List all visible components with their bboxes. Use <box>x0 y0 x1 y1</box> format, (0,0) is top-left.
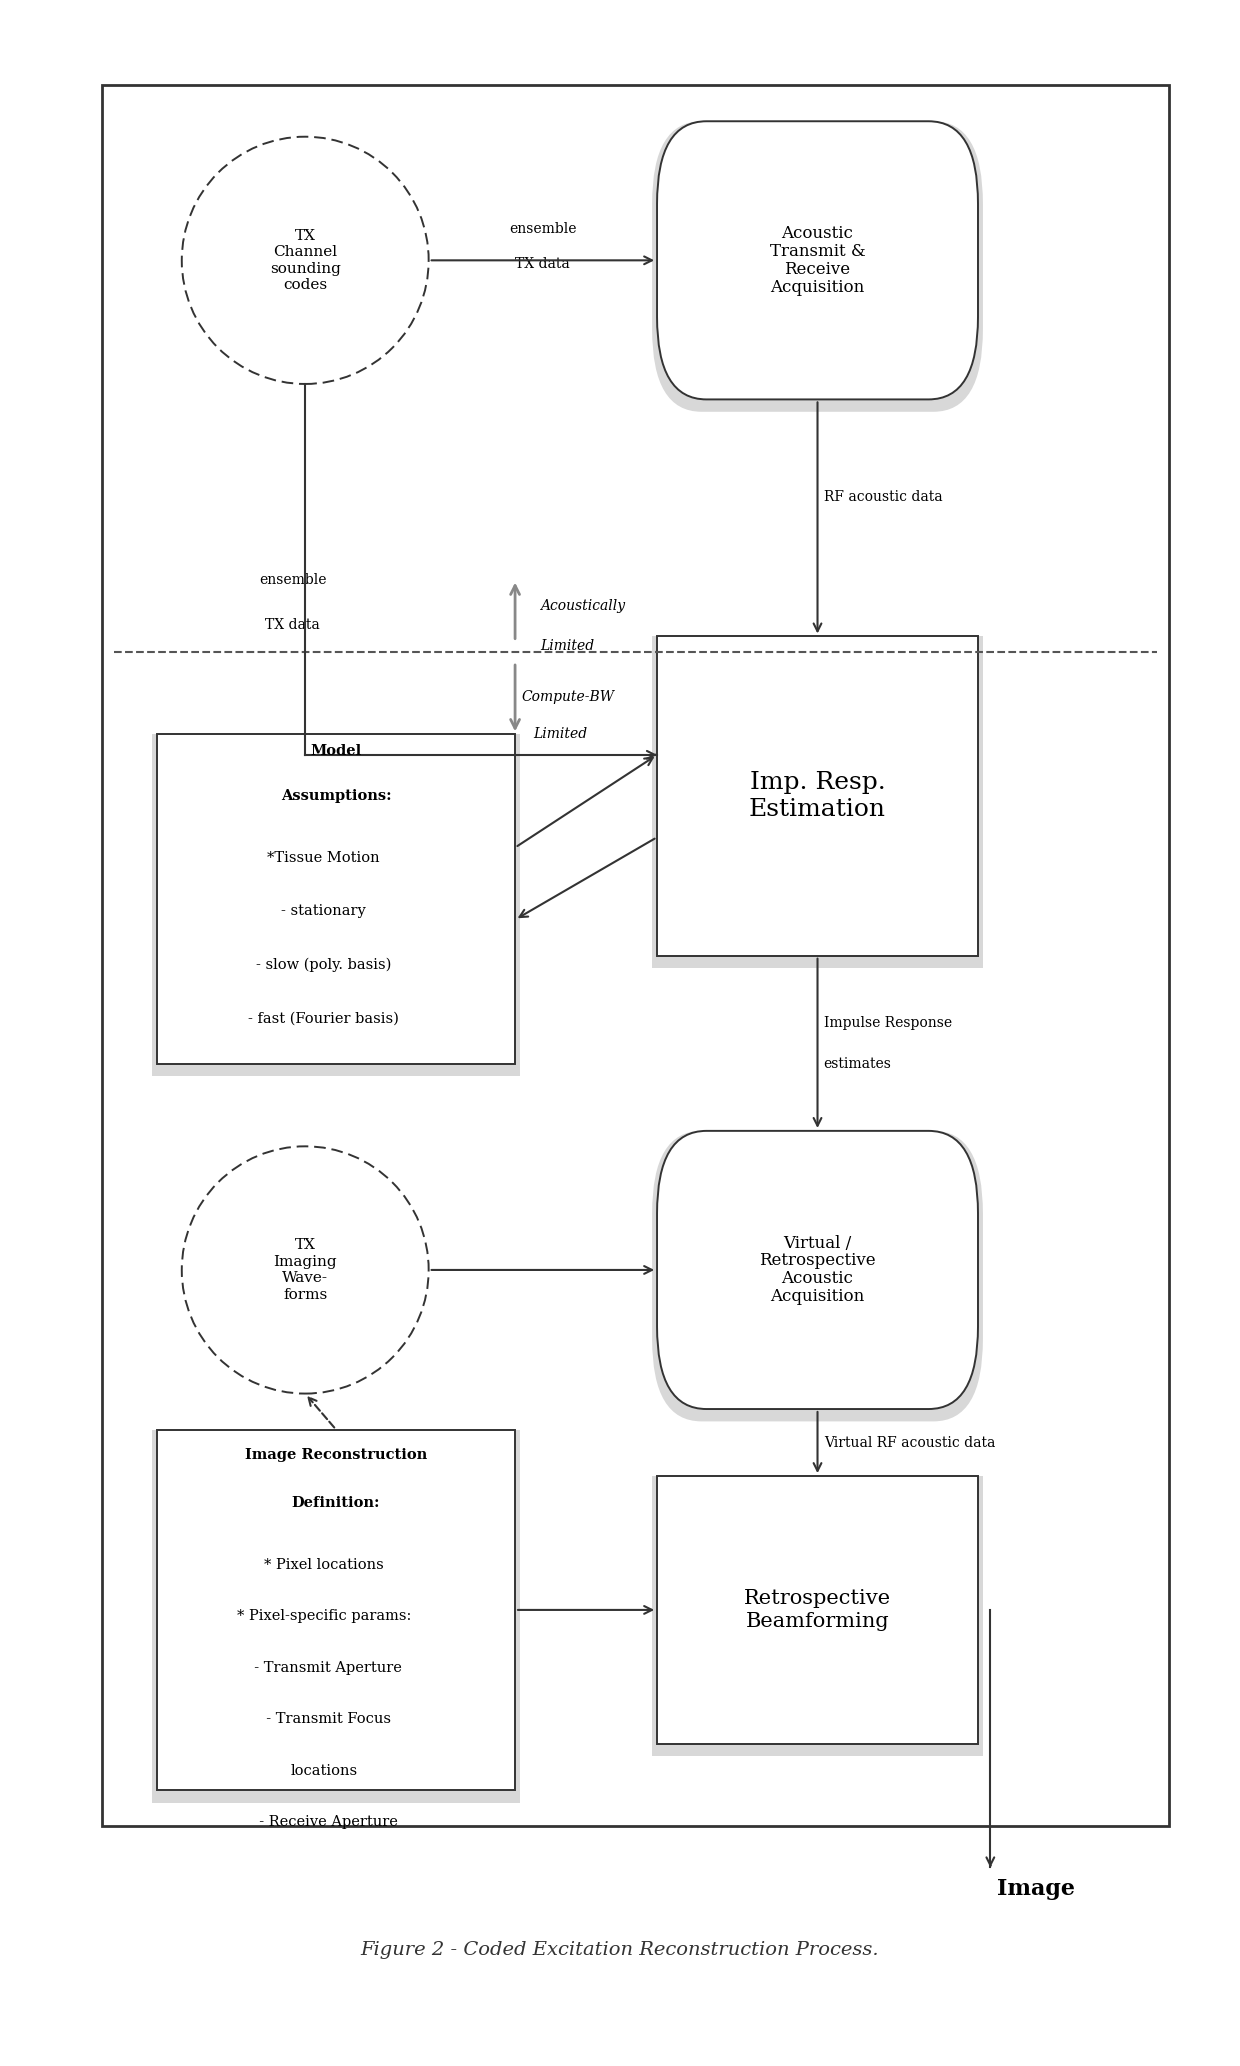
Text: *Tissue Motion: *Tissue Motion <box>268 851 379 866</box>
Text: - stationary: - stationary <box>281 905 366 919</box>
Text: locations: locations <box>290 1764 357 1777</box>
Text: Virtual /: Virtual / <box>784 1235 852 1252</box>
FancyBboxPatch shape <box>652 1130 983 1421</box>
Ellipse shape <box>182 136 429 384</box>
Text: TX: TX <box>295 229 316 242</box>
Text: - Transmit Aperture: - Transmit Aperture <box>246 1661 402 1676</box>
Text: Image Reconstruction: Image Reconstruction <box>246 1448 428 1463</box>
Text: Acquisition: Acquisition <box>770 1289 864 1306</box>
FancyBboxPatch shape <box>102 85 1169 1826</box>
Text: Acoustic: Acoustic <box>781 225 853 242</box>
Text: * Pixel-specific params:: * Pixel-specific params: <box>237 1609 410 1624</box>
Text: ensemble: ensemble <box>510 221 577 236</box>
Text: Acoustically: Acoustically <box>539 599 625 614</box>
Text: Model: Model <box>310 744 362 758</box>
FancyBboxPatch shape <box>157 733 515 1064</box>
FancyBboxPatch shape <box>657 1475 978 1744</box>
Text: Limited: Limited <box>539 638 594 653</box>
FancyBboxPatch shape <box>652 122 983 411</box>
Text: estimates: estimates <box>823 1058 892 1070</box>
Text: Wave-: Wave- <box>283 1271 329 1285</box>
Text: - slow (poly. basis): - slow (poly. basis) <box>255 959 392 973</box>
Text: Impulse Response: Impulse Response <box>823 1016 952 1029</box>
FancyBboxPatch shape <box>153 1430 520 1802</box>
Text: - Transmit Focus: - Transmit Focus <box>257 1713 391 1725</box>
Text: Channel: Channel <box>273 246 337 258</box>
Text: - Receive Aperture: - Receive Aperture <box>249 1816 398 1828</box>
Text: Retrospective: Retrospective <box>744 1589 892 1607</box>
Text: TX data: TX data <box>516 256 570 271</box>
Text: Receive: Receive <box>785 260 851 277</box>
Text: Transmit &: Transmit & <box>770 244 866 260</box>
Text: Retrospective: Retrospective <box>759 1252 875 1269</box>
Text: ensemble: ensemble <box>259 572 326 587</box>
Text: sounding: sounding <box>270 262 341 275</box>
Text: Imp. Resp.: Imp. Resp. <box>750 771 885 793</box>
Text: TX: TX <box>295 1238 316 1252</box>
Text: Assumptions:: Assumptions: <box>280 789 392 804</box>
FancyBboxPatch shape <box>657 1130 978 1409</box>
FancyBboxPatch shape <box>657 636 978 957</box>
Text: TX data: TX data <box>265 618 320 632</box>
Text: forms: forms <box>283 1287 327 1302</box>
Text: - fast (Fourier basis): - fast (Fourier basis) <box>248 1012 399 1025</box>
FancyBboxPatch shape <box>652 636 983 969</box>
Text: Virtual RF acoustic data: Virtual RF acoustic data <box>823 1436 994 1450</box>
FancyBboxPatch shape <box>153 733 520 1076</box>
Text: * Pixel locations: * Pixel locations <box>264 1558 383 1572</box>
Text: Imaging: Imaging <box>273 1254 337 1269</box>
Text: Compute-BW: Compute-BW <box>521 690 614 705</box>
FancyBboxPatch shape <box>657 122 978 399</box>
Ellipse shape <box>182 1147 429 1395</box>
Text: Limited: Limited <box>533 727 588 742</box>
FancyBboxPatch shape <box>652 1475 983 1756</box>
Text: Beamforming: Beamforming <box>745 1611 889 1630</box>
Text: Definition:: Definition: <box>291 1496 381 1510</box>
Text: Figure 2 - Coded Excitation Reconstruction Process.: Figure 2 - Coded Excitation Reconstructi… <box>361 1940 879 1959</box>
Text: Estimation: Estimation <box>749 797 887 820</box>
FancyBboxPatch shape <box>157 1430 515 1791</box>
Text: Image: Image <box>997 1878 1075 1901</box>
Text: RF acoustic data: RF acoustic data <box>823 490 942 504</box>
Text: Acoustic: Acoustic <box>781 1271 853 1287</box>
Text: codes: codes <box>283 279 327 291</box>
Text: Acquisition: Acquisition <box>770 279 864 295</box>
